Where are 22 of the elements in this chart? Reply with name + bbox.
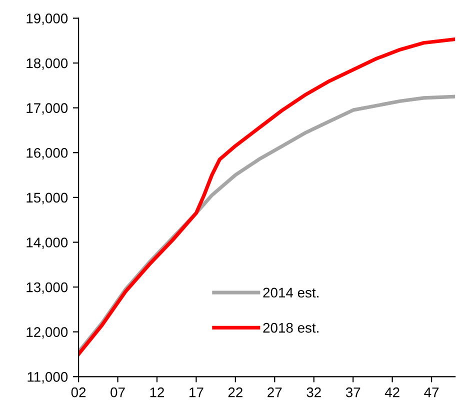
y-tick-label: 16,000 [26, 148, 68, 160]
x-tick-label: 22 [228, 387, 242, 398]
line-series [78, 37, 456, 356]
y-tick-label: 15,000 [26, 192, 68, 204]
y-tick-label: 18,000 [26, 58, 68, 70]
x-tick-label: 02 [71, 387, 86, 398]
y-tick-label: 17,000 [26, 103, 68, 115]
x-tick-label: 12 [150, 387, 164, 398]
y-tick-label: 19,000 [26, 14, 68, 26]
y-tick-label: 13,000 [26, 282, 68, 294]
x-tick-label: 37 [346, 387, 360, 398]
y-tick-label: 11,000 [28, 372, 68, 384]
x-tick-label: 27 [268, 387, 282, 398]
x-tick-label: 32 [306, 387, 321, 398]
x-tick-label: 47 [424, 388, 439, 398]
y-tick-label: 12,000 [26, 327, 68, 339]
legend-label: 2014 est. [263, 288, 318, 298]
y-tick-label: 14,000 [26, 238, 68, 250]
x-tick-label: 42 [384, 387, 400, 398]
x-tick-label: 17 [190, 388, 204, 398]
legend-label: 2018 est. [263, 322, 318, 333]
x-tick-label: 07 [110, 387, 125, 398]
